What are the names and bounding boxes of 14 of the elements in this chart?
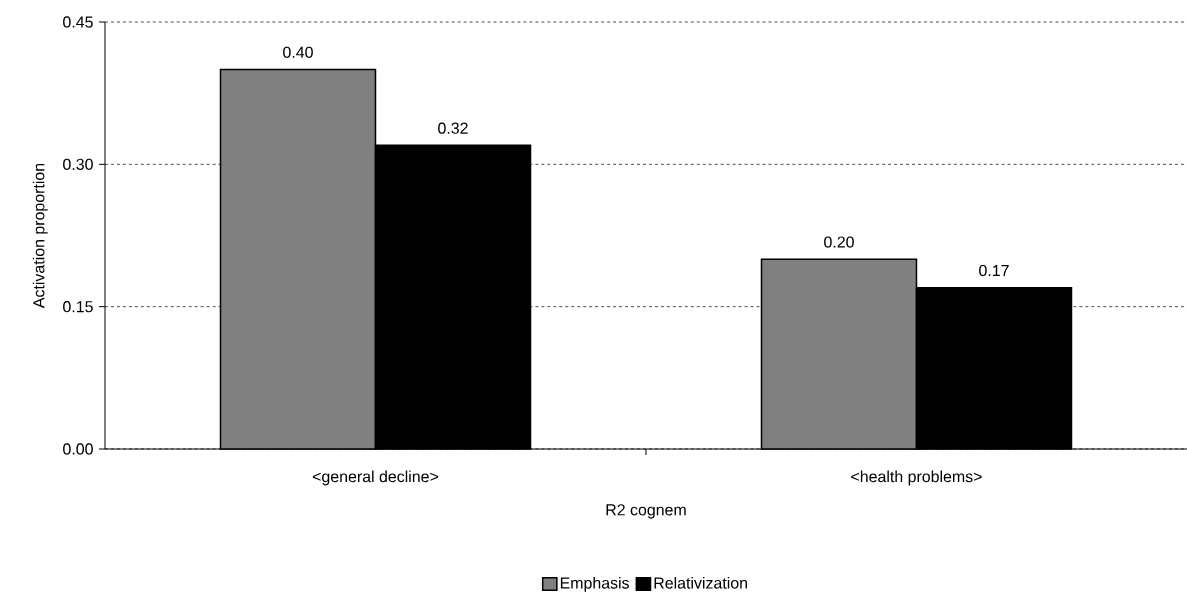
- data-label: 0.20: [824, 236, 854, 248]
- y-axis-title: Activation proportion: [32, 163, 48, 309]
- legend-label: Emphasis: [560, 576, 629, 592]
- data-label: 0.17: [979, 264, 1009, 277]
- y-tick-label: 0.45: [63, 16, 93, 28]
- legend-label: Relativization: [654, 576, 747, 589]
- data-label: 0.40: [283, 46, 313, 58]
- y-tick-label: 0.30: [63, 158, 93, 170]
- x-axis-title: R2 cognem: [606, 504, 686, 519]
- x-tick-label: <health problems>: [851, 470, 982, 486]
- x-tick-label: <general decline>: [312, 470, 439, 486]
- y-tick-label: 0.00: [63, 443, 93, 455]
- y-tick-label: 0.15: [63, 301, 93, 313]
- data-label: 0.32: [438, 122, 468, 134]
